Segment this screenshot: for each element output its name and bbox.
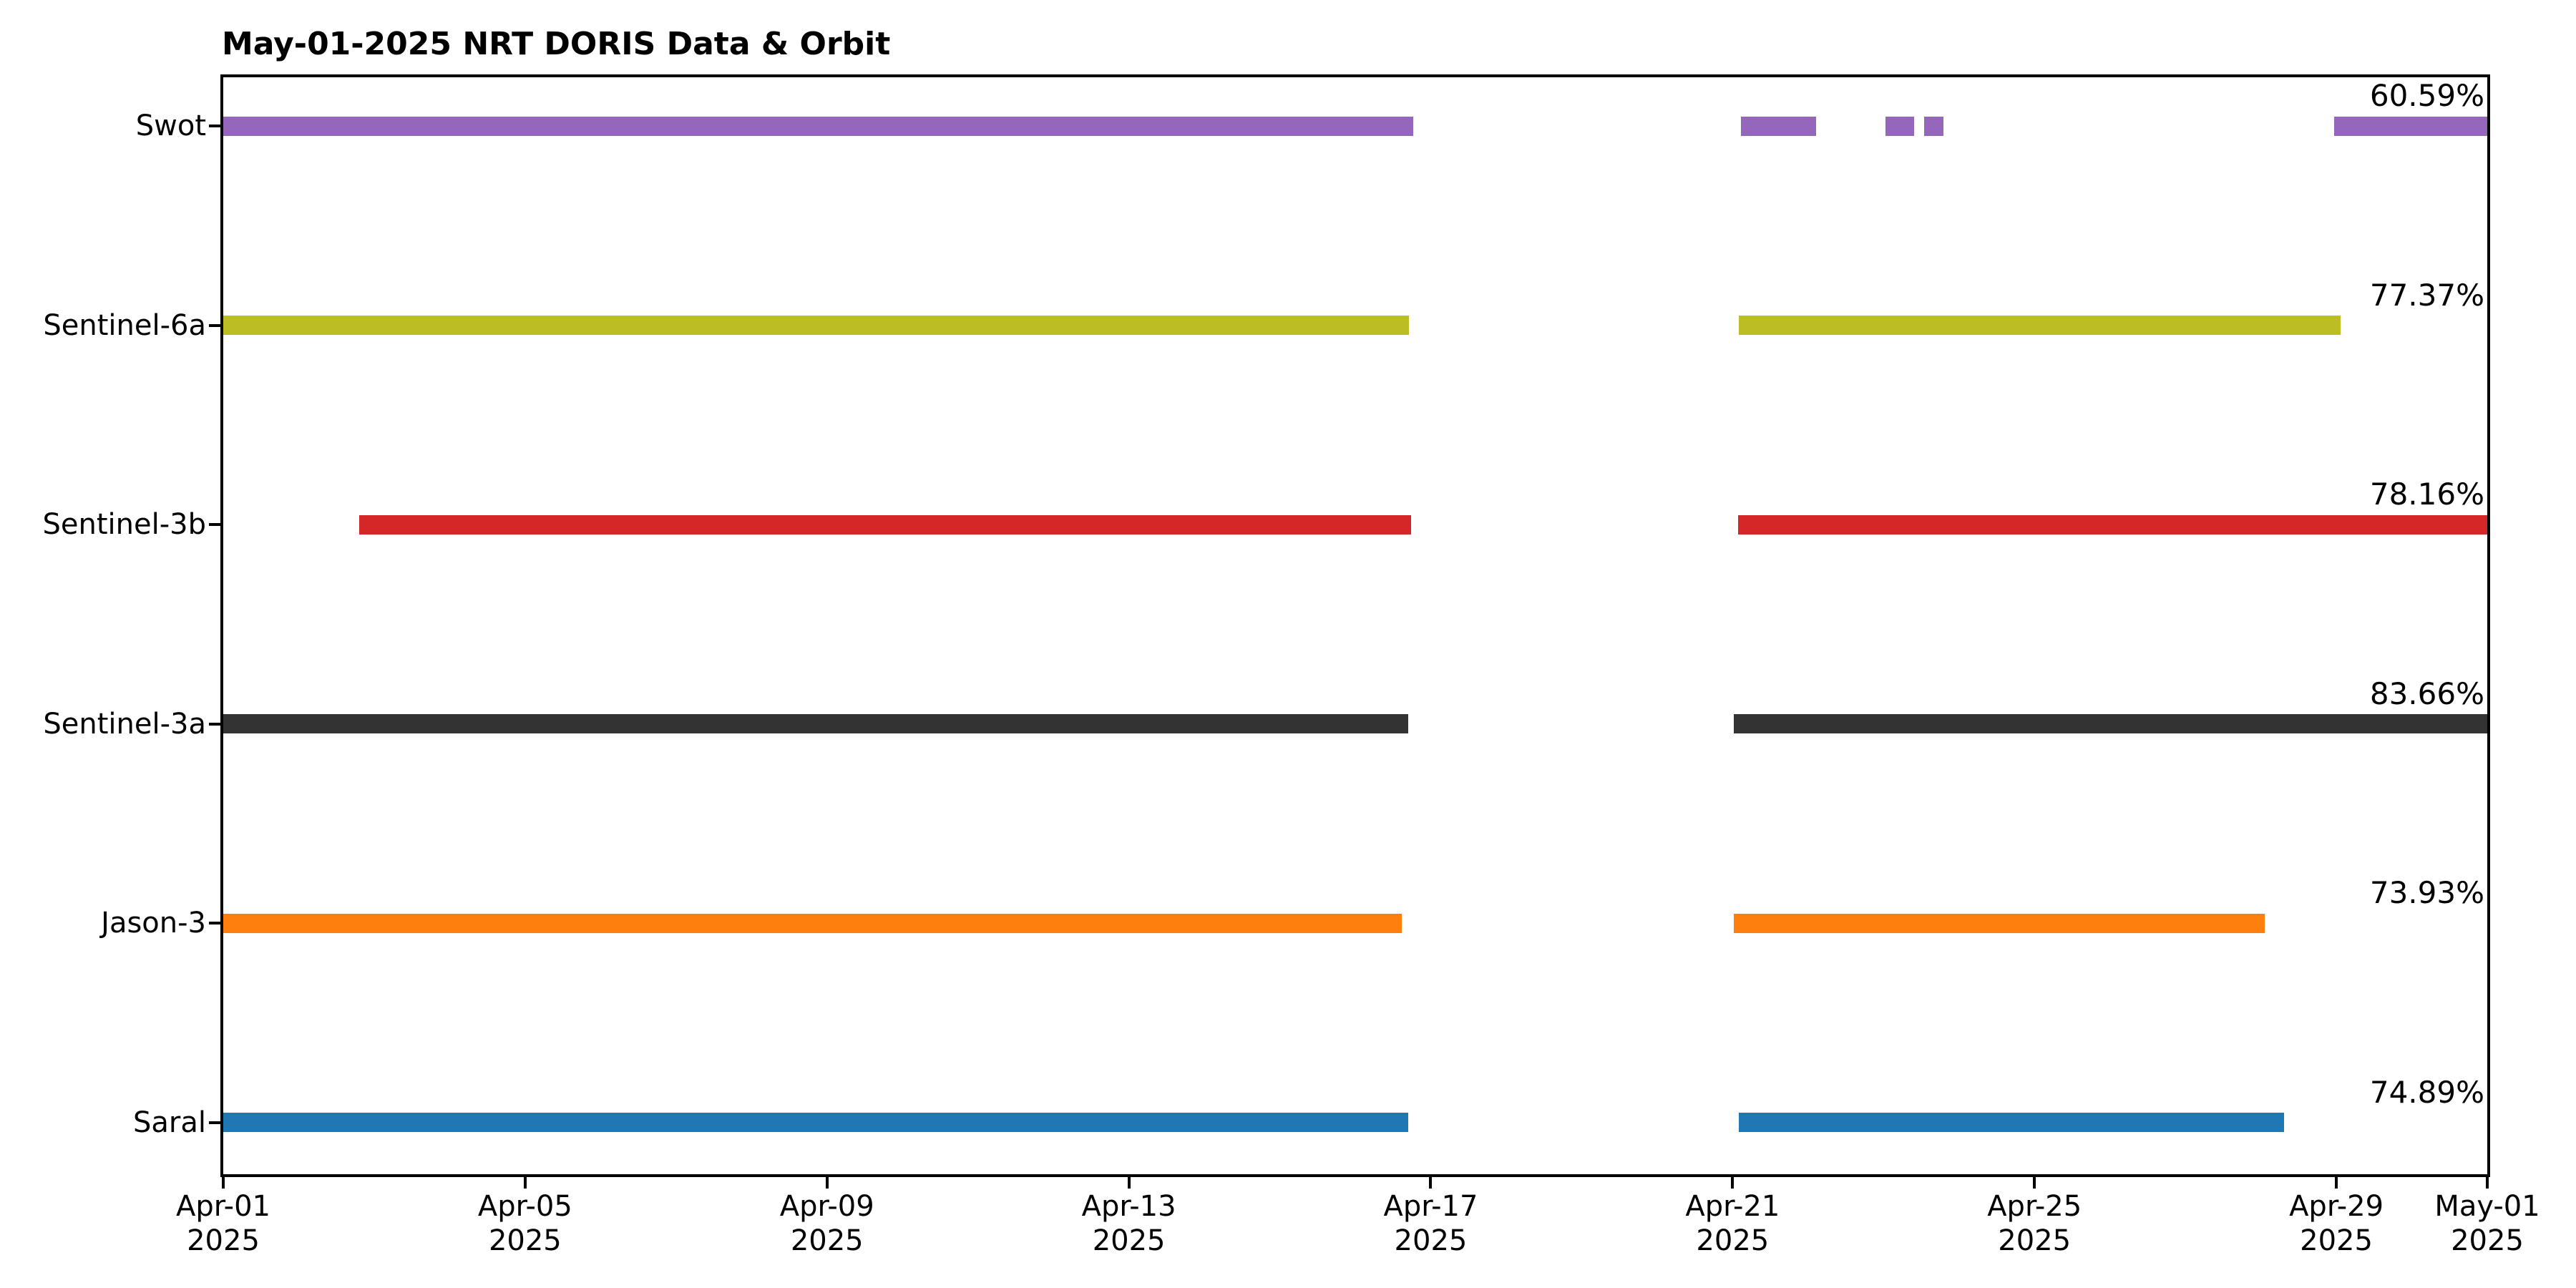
x-tick-label: Apr-13 2025 <box>1022 1189 1236 1258</box>
x-tick-label-date: Apr-17 <box>1383 1190 1478 1223</box>
x-tick-label-year: 2025 <box>1394 1224 1468 1257</box>
bar-segment <box>223 714 1408 733</box>
x-tick-label-year: 2025 <box>1092 1224 1166 1257</box>
percent-label: 74.89% <box>2369 1074 2484 1110</box>
x-tick <box>523 1174 527 1189</box>
x-tick-label-date: May-01 <box>2434 1190 2540 1223</box>
row-label: Sentinel-3a <box>43 707 206 741</box>
x-tick-label-year: 2025 <box>2300 1224 2373 1257</box>
bar-segment <box>1737 514 2487 535</box>
y-tick <box>209 722 223 726</box>
bar-segment <box>223 316 1409 335</box>
bar-segment <box>1734 913 2265 933</box>
bar-segment <box>1738 316 2341 335</box>
y-tick <box>209 323 223 327</box>
x-tick-label-year: 2025 <box>1696 1224 1770 1257</box>
x-tick-label: Apr-29 2025 <box>2229 1189 2444 1258</box>
x-tick-label-date: Apr-29 <box>2289 1190 2384 1223</box>
row-label: Jason-3 <box>101 907 206 940</box>
bar-segment <box>2333 116 2487 136</box>
x-tick <box>825 1174 829 1189</box>
x-tick-label: May-01 2025 <box>2380 1189 2576 1258</box>
bar-segment <box>223 1113 1408 1132</box>
x-tick-label: Apr-17 2025 <box>1323 1189 1538 1258</box>
bar-segment <box>1740 116 1817 136</box>
x-tick-label-year: 2025 <box>2451 1224 2524 1257</box>
x-tick <box>2033 1174 2036 1189</box>
x-tick-label-date: Apr-09 <box>779 1190 874 1223</box>
percent-label: 83.66% <box>2369 675 2484 711</box>
bar-segment <box>1885 116 1915 136</box>
x-tick-label-date: Apr-13 <box>1081 1190 1176 1223</box>
x-tick-label-date: Apr-21 <box>1685 1190 1780 1223</box>
x-tick <box>2486 1174 2489 1189</box>
x-tick-label-year: 2025 <box>187 1224 260 1257</box>
x-tick-label-date: Apr-25 <box>1987 1190 2082 1223</box>
y-tick <box>209 1121 223 1124</box>
x-tick <box>2335 1174 2338 1189</box>
x-tick <box>222 1174 225 1189</box>
row-label: Saral <box>133 1106 206 1139</box>
x-tick <box>1429 1174 1433 1189</box>
x-tick-label: Apr-01 2025 <box>116 1189 331 1258</box>
x-tick-label: Apr-05 2025 <box>418 1189 633 1258</box>
chart-title: May-01-2025 NRT DORIS Data & Orbit <box>222 26 891 62</box>
bar-segment <box>1734 714 2487 733</box>
row-label: Sentinel-3b <box>42 508 207 541</box>
row-label: Swot <box>135 109 206 142</box>
percent-label: 60.59% <box>2369 78 2484 113</box>
x-tick <box>1731 1174 1735 1189</box>
x-tick <box>1127 1174 1131 1189</box>
y-tick <box>209 922 223 924</box>
x-tick-label: Apr-25 2025 <box>1927 1189 2142 1258</box>
percent-label: 77.37% <box>2369 277 2484 313</box>
row-label: Sentinel-6a <box>43 308 206 342</box>
x-tick-label-date: Apr-01 <box>176 1190 270 1223</box>
percent-label: 73.93% <box>2369 875 2484 910</box>
bar-segment <box>223 116 1414 136</box>
x-tick-label: Apr-21 2025 <box>1625 1189 1840 1258</box>
x-tick-label-date: Apr-05 <box>477 1190 572 1223</box>
bar-segment <box>358 514 1412 535</box>
x-tick-label-year: 2025 <box>1998 1224 2072 1257</box>
percent-label: 78.16% <box>2369 477 2484 512</box>
plot-area <box>220 74 2490 1177</box>
x-tick-label: Apr-09 2025 <box>720 1189 935 1258</box>
bar-segment <box>1924 116 1943 136</box>
y-tick <box>209 125 223 127</box>
y-tick <box>209 523 223 526</box>
x-tick-label-year: 2025 <box>488 1224 562 1257</box>
x-tick-label-year: 2025 <box>790 1224 864 1257</box>
bar-segment <box>223 913 1402 933</box>
bar-segment <box>1738 1113 2285 1132</box>
